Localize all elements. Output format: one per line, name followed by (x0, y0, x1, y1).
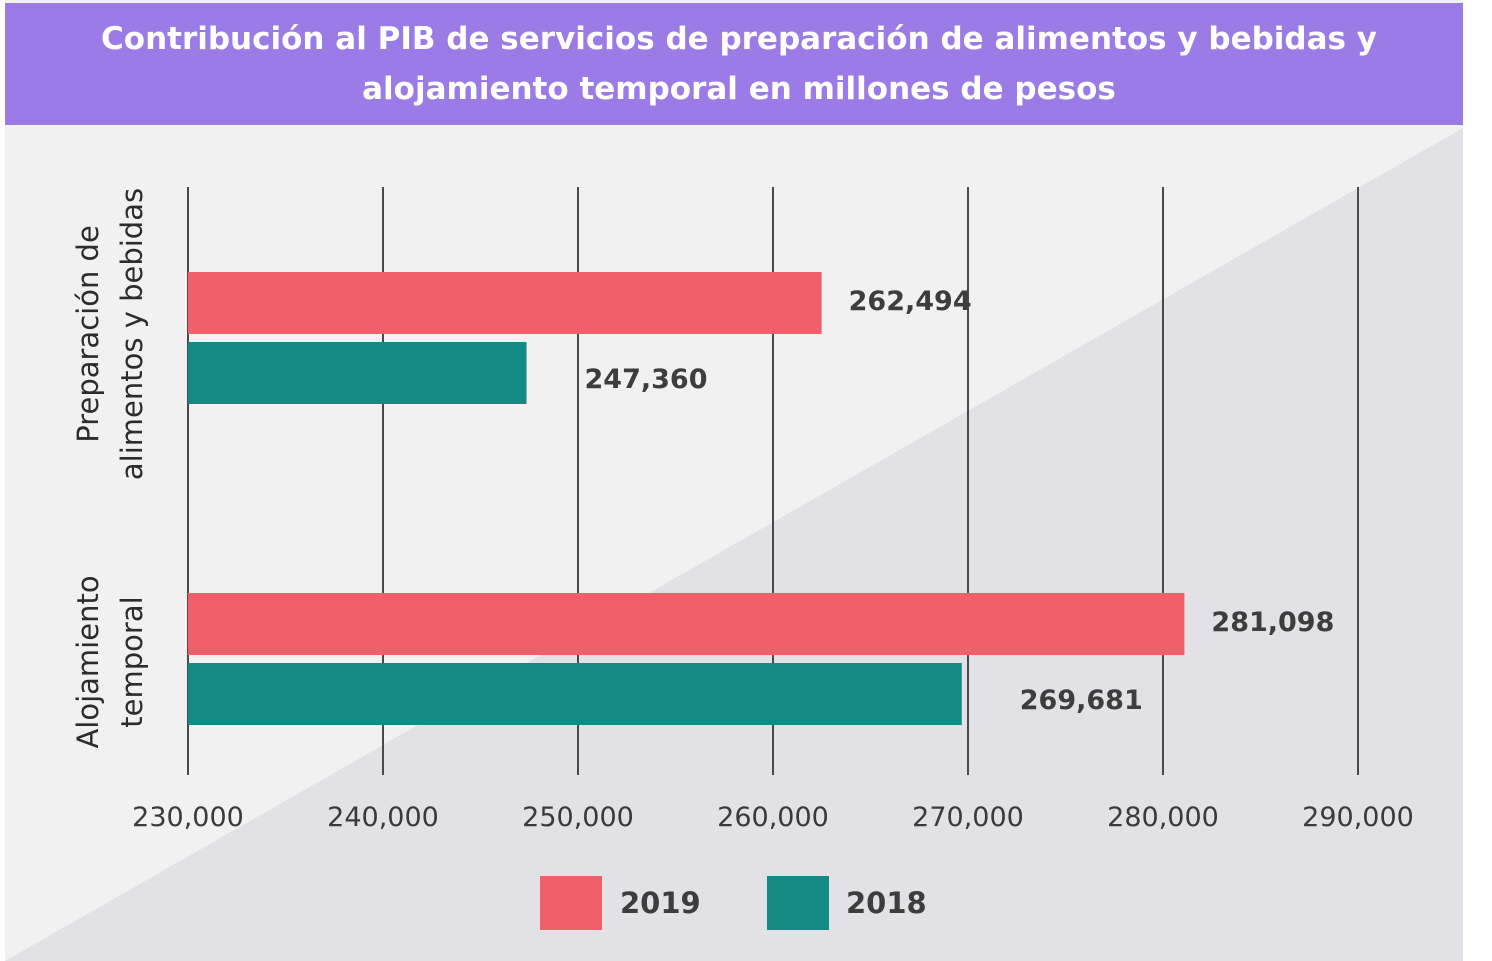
chart-title-line-1: Contribución al PIB de servicios de prep… (101, 21, 1377, 57)
legend: 2019 2018 (540, 876, 927, 930)
category-label-1-line-0: Alojamiento (71, 575, 105, 748)
x-axis-tick-labels: 230,000 240,000 250,000 260,000 270,000 280,0… (132, 802, 1414, 833)
legend-swatch-2019 (540, 876, 602, 930)
x-tick-label-0: 230,000 (132, 802, 244, 833)
value-label-2018-category-0: 247,360 (585, 364, 708, 395)
legend-swatch-2018 (767, 876, 829, 930)
title-band (5, 3, 1463, 125)
bar-2018-category-0 (188, 342, 527, 404)
category-label-0-line-1: alimentos y bebidas (115, 188, 149, 480)
x-tick-label-6: 290,000 (1302, 802, 1414, 833)
category-label-0-line-0: Preparación de (71, 225, 105, 443)
category-label-1: Alojamiento temporal (71, 575, 149, 748)
bar-2018-category-1 (188, 663, 962, 725)
x-tick-label-1: 240,000 (327, 802, 439, 833)
x-tick-label-4: 270,000 (912, 802, 1024, 833)
background-shade (5, 128, 1463, 961)
value-label-2018-category-1: 269,681 (1020, 685, 1143, 716)
bar-2019-category-0 (188, 272, 822, 334)
legend-label-2018: 2018 (846, 886, 927, 920)
category-label-1-line-1: temporal (115, 596, 149, 727)
x-tick-label-2: 250,000 (522, 802, 634, 833)
value-labels: 262,494 247,360 281,098 269,681 (585, 286, 1335, 716)
x-tick-label-5: 280,000 (1107, 802, 1219, 833)
x-tick-label-3: 260,000 (717, 802, 829, 833)
value-label-2019-category-0: 262,494 (849, 286, 972, 317)
y-axis-category-labels: Preparación de alimentos y bebidas Alojami… (71, 188, 149, 749)
value-label-2019-category-1: 281,098 (1211, 607, 1334, 638)
legend-label-2019: 2019 (620, 886, 701, 920)
bars (188, 272, 1185, 725)
bar-2019-category-1 (188, 593, 1185, 655)
chart-title-line-2: alojamiento temporal en millones de peso… (362, 71, 1116, 107)
category-label-0: Preparación de alimentos y bebidas (71, 188, 149, 480)
